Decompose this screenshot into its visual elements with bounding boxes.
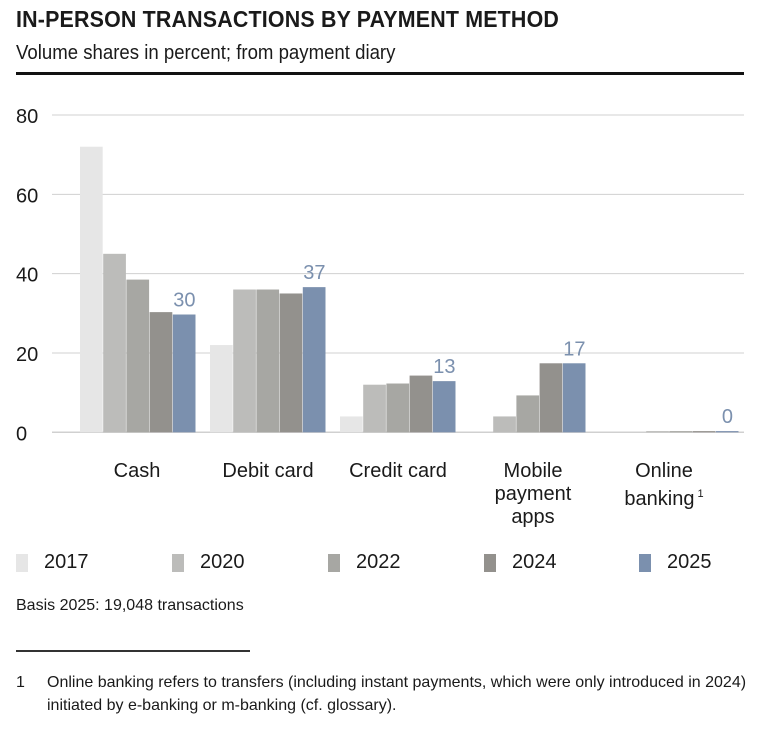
bar-2022	[386, 383, 410, 433]
legend-item-2024: 2024	[484, 551, 557, 574]
bar-2025	[302, 287, 326, 433]
category-label-line: Mobile	[503, 460, 563, 482]
value-label-2025: 37	[303, 262, 325, 284]
category-label-credit-card: Credit card	[349, 460, 447, 482]
category-label-line: Online	[635, 460, 693, 482]
bar-2017	[80, 146, 103, 433]
bar-2025	[562, 363, 586, 433]
bar-2024	[279, 293, 303, 433]
legend: 2017 2020 2022 2024 2025	[0, 551, 768, 579]
bar-2025	[432, 381, 456, 433]
category-label-line: payment	[494, 483, 572, 505]
legend-label: 2025	[667, 551, 712, 573]
bar-2020	[103, 253, 126, 433]
category-label-debit-card: Debit card	[222, 460, 314, 482]
legend-swatch-2022	[328, 553, 340, 572]
value-label-2025: 17	[563, 338, 585, 360]
category-label-mobile-payment-apps: Mobile payment apps	[495, 460, 572, 529]
legend-swatch-2020	[172, 553, 184, 572]
bar-2025	[172, 314, 196, 433]
value-label-2025: 30	[173, 290, 195, 312]
title-rule	[16, 72, 744, 75]
bar-2024	[539, 363, 563, 433]
bar-2022	[126, 279, 150, 433]
chart-subtitle: Volume shares in percent; from payment d…	[16, 42, 396, 64]
y-tick-label: 20	[16, 344, 38, 366]
bar-2024	[409, 375, 433, 433]
basis-note: Basis 2025: 19,048 transactions	[16, 597, 244, 614]
legend-label: 2024	[512, 551, 557, 573]
y-tick-label: 0	[16, 423, 27, 445]
y-tick-label: 80	[16, 106, 38, 128]
y-tick-label: 60	[16, 185, 38, 207]
category-label-online-banking: Online banking 1	[624, 460, 703, 511]
bar-2024	[692, 431, 716, 433]
footnote-marker: 1	[697, 488, 704, 500]
legend-label: 2022	[356, 551, 401, 573]
value-label-2025: 13	[433, 356, 455, 378]
bar-2025	[715, 431, 739, 433]
footnote-number: 1	[16, 674, 25, 691]
legend-item-2017: 2017	[16, 551, 89, 574]
bar-2017	[210, 345, 233, 433]
footnote-text: Online banking refers to transfers (incl…	[47, 674, 747, 714]
footnote-divider	[16, 650, 250, 652]
bar-2017	[340, 416, 363, 433]
bar-2022	[256, 289, 280, 433]
legend-label: 2017	[44, 551, 89, 573]
bar-2022	[516, 395, 540, 433]
legend-item-2025: 2025	[639, 551, 712, 574]
legend-label: 2020	[200, 551, 245, 573]
category-label-cash: Cash	[113, 460, 161, 482]
bar-2020	[646, 431, 669, 433]
bar-2020	[233, 289, 256, 433]
legend-swatch-2025	[639, 553, 651, 572]
footnote: 1 Online banking refers to transfers (in…	[16, 671, 756, 717]
bar-2024	[149, 312, 173, 433]
legend-item-2022: 2022	[328, 551, 401, 574]
legend-swatch-2024	[484, 553, 496, 572]
category-label-line: apps	[511, 506, 555, 528]
legend-item-2020: 2020	[172, 551, 245, 574]
category-label-line: banking	[624, 488, 695, 510]
bar-2022	[669, 431, 693, 433]
chart-title: IN-PERSON TRANSACTIONS BY PAYMENT METHOD	[16, 6, 560, 32]
bar-2020	[493, 416, 516, 433]
bar-2020	[363, 384, 386, 433]
legend-swatch-2017	[16, 553, 28, 572]
value-label-2025: 0	[722, 406, 733, 428]
y-tick-label: 40	[16, 265, 38, 287]
